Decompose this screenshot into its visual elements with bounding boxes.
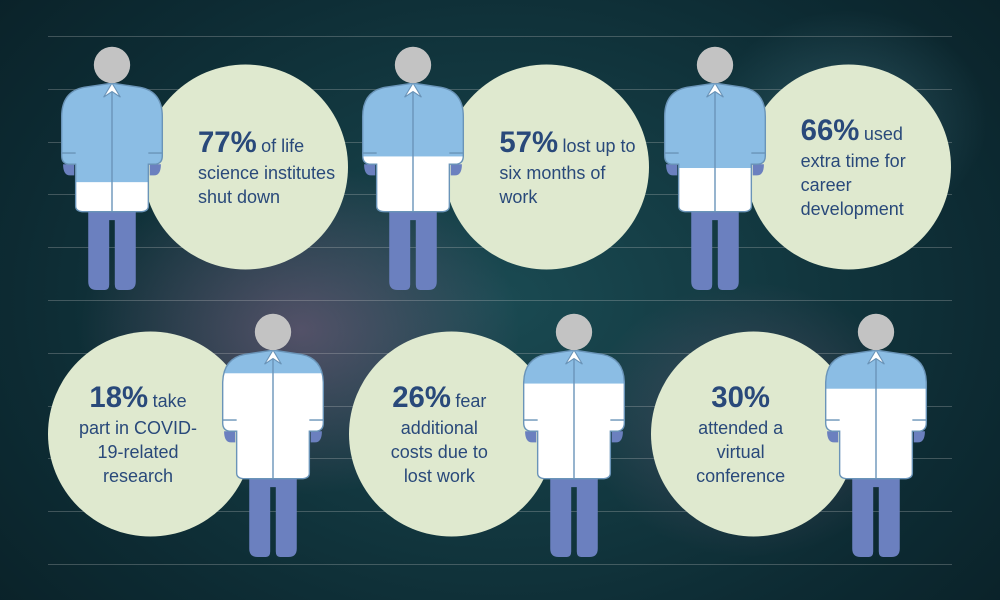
stat-caption: 30% attended a virtual conference [681,379,801,489]
stat-caption: 57% lost up to six months of work [499,123,644,209]
stat-percent: 26 [392,381,425,414]
person-icon [42,44,182,290]
stat-cell-4: 26% fear additional costs due to lost wo… [349,303,650,564]
percent-sign: % [122,381,148,414]
person-icon [504,311,644,557]
percent-sign: % [532,125,558,158]
stat-percent: 30 [711,381,744,414]
stat-percent: 18 [89,381,122,414]
stat-text: attended a virtual conference [696,418,785,486]
percent-sign: % [425,381,451,414]
stat-cell-5: 30% attended a virtual conference [651,303,952,564]
stat-percent: 66 [801,114,834,147]
stat-cell-1: 57% lost up to six months of work [349,36,650,297]
person-icon [343,44,483,290]
stat-cell-2: 66% used extra time for career developme… [651,36,952,297]
person-icon [806,311,946,557]
percent-sign: % [833,114,859,147]
person-icon [645,44,785,290]
infographic-grid: 77% of life science institutes shut down… [48,36,952,564]
percent-sign: % [744,381,770,414]
stat-caption: 66% used extra time for career developme… [801,112,946,222]
percent-sign: % [231,125,257,158]
stat-cell-0: 77% of life science institutes shut down [48,36,349,297]
stat-percent: 57 [499,125,532,158]
stat-percent: 77 [198,125,231,158]
person-icon [203,311,343,557]
stat-caption: 77% of life science institutes shut down [198,123,343,209]
stat-caption: 18% take part in COVID-19-related resear… [78,379,198,489]
stat-cell-3: 18% take part in COVID-19-related resear… [48,303,349,564]
stat-caption: 26% fear additional costs due to lost wo… [379,379,499,489]
